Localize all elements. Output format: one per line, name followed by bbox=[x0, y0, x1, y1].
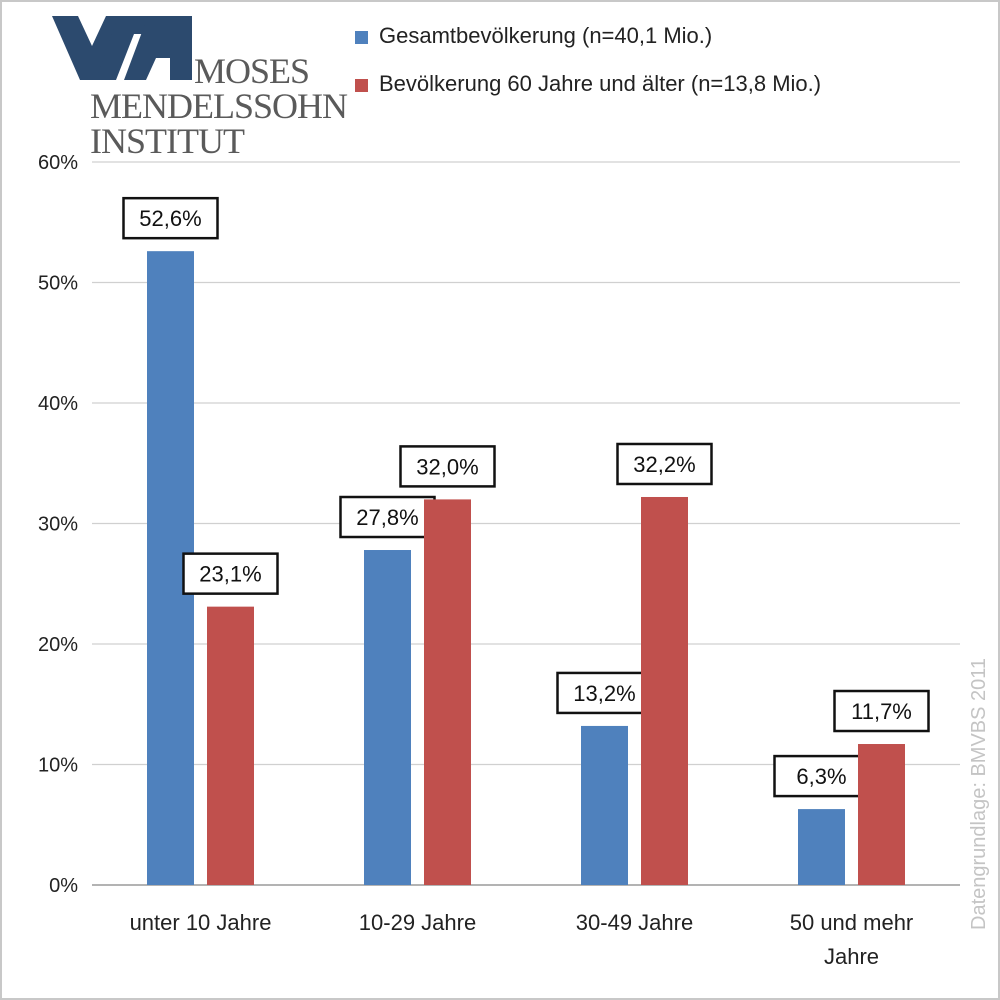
data-label-box bbox=[182, 552, 279, 595]
data-label: 6,3% bbox=[796, 764, 846, 789]
source-note: Datengrundlage: BMVBS 2011 bbox=[968, 657, 990, 930]
x-category-label: 30-49 Jahre bbox=[576, 910, 693, 935]
bar bbox=[424, 499, 471, 885]
legend-label-60plus: Bevölkerung 60 Jahre und älter (n=13,8 M… bbox=[379, 71, 822, 96]
logo-mark-part bbox=[124, 16, 192, 80]
bar bbox=[207, 606, 254, 885]
data-label: 13,2% bbox=[573, 681, 635, 706]
legend-item-gesamt: Gesamtbevölkerung (n=40,1 Mio.) bbox=[355, 20, 915, 52]
bar bbox=[581, 725, 628, 885]
legend-swatch-red bbox=[355, 79, 368, 92]
data-label-box bbox=[122, 196, 219, 240]
data-label-box bbox=[773, 754, 870, 798]
data-label-box bbox=[556, 671, 653, 715]
data-label-box bbox=[616, 442, 713, 486]
logo-text-moses: MOSES bbox=[194, 51, 310, 91]
bar bbox=[641, 496, 688, 885]
chart-legend: Gesamtbevölkerung (n=40,1 Mio.) Bevölker… bbox=[355, 20, 915, 116]
x-category-label: unter 10 Jahre bbox=[130, 910, 272, 935]
logo-mark-part bbox=[52, 16, 132, 80]
data-label: 32,2% bbox=[633, 452, 695, 477]
logo-mark-part bbox=[96, 16, 152, 80]
data-label: 23,1% bbox=[199, 562, 261, 587]
y-tick-label: 0% bbox=[49, 875, 78, 897]
legend-item-60plus: Bevölkerung 60 Jahre und älter (n=13,8 M… bbox=[355, 68, 915, 100]
y-tick-label: 40% bbox=[38, 393, 78, 415]
y-tick-label: 30% bbox=[38, 514, 78, 536]
x-category-label: 10-29 Jahre bbox=[359, 910, 476, 935]
data-label: 32,0% bbox=[416, 454, 478, 479]
bar bbox=[858, 744, 905, 885]
legend-label-gesamt: Gesamtbevölkerung (n=40,1 Mio.) bbox=[379, 23, 713, 48]
logo-text-mendelssohn: MENDELSSOHN bbox=[90, 86, 348, 126]
y-tick-label: 10% bbox=[38, 755, 78, 777]
y-tick-label: 60% bbox=[38, 152, 78, 174]
bar bbox=[364, 550, 411, 885]
bar bbox=[798, 809, 845, 885]
y-tick-label: 20% bbox=[38, 634, 78, 656]
data-label-box bbox=[399, 445, 496, 488]
x-category-label: 50 und mehr bbox=[790, 910, 914, 935]
legend-swatch-blue bbox=[355, 31, 368, 44]
data-label: 11,7% bbox=[851, 699, 912, 724]
data-label: 52,6% bbox=[139, 206, 201, 231]
data-label: 27,8% bbox=[356, 505, 418, 530]
logo-text-institut: INSTITUT bbox=[90, 121, 245, 161]
institute-logo: MOSES MENDELSSOHN INSTITUT bbox=[52, 16, 348, 166]
x-category-label: Jahre bbox=[824, 944, 879, 969]
y-tick-label: 50% bbox=[38, 273, 78, 295]
data-label-box bbox=[833, 689, 930, 733]
logo-mark-icon bbox=[52, 16, 192, 80]
